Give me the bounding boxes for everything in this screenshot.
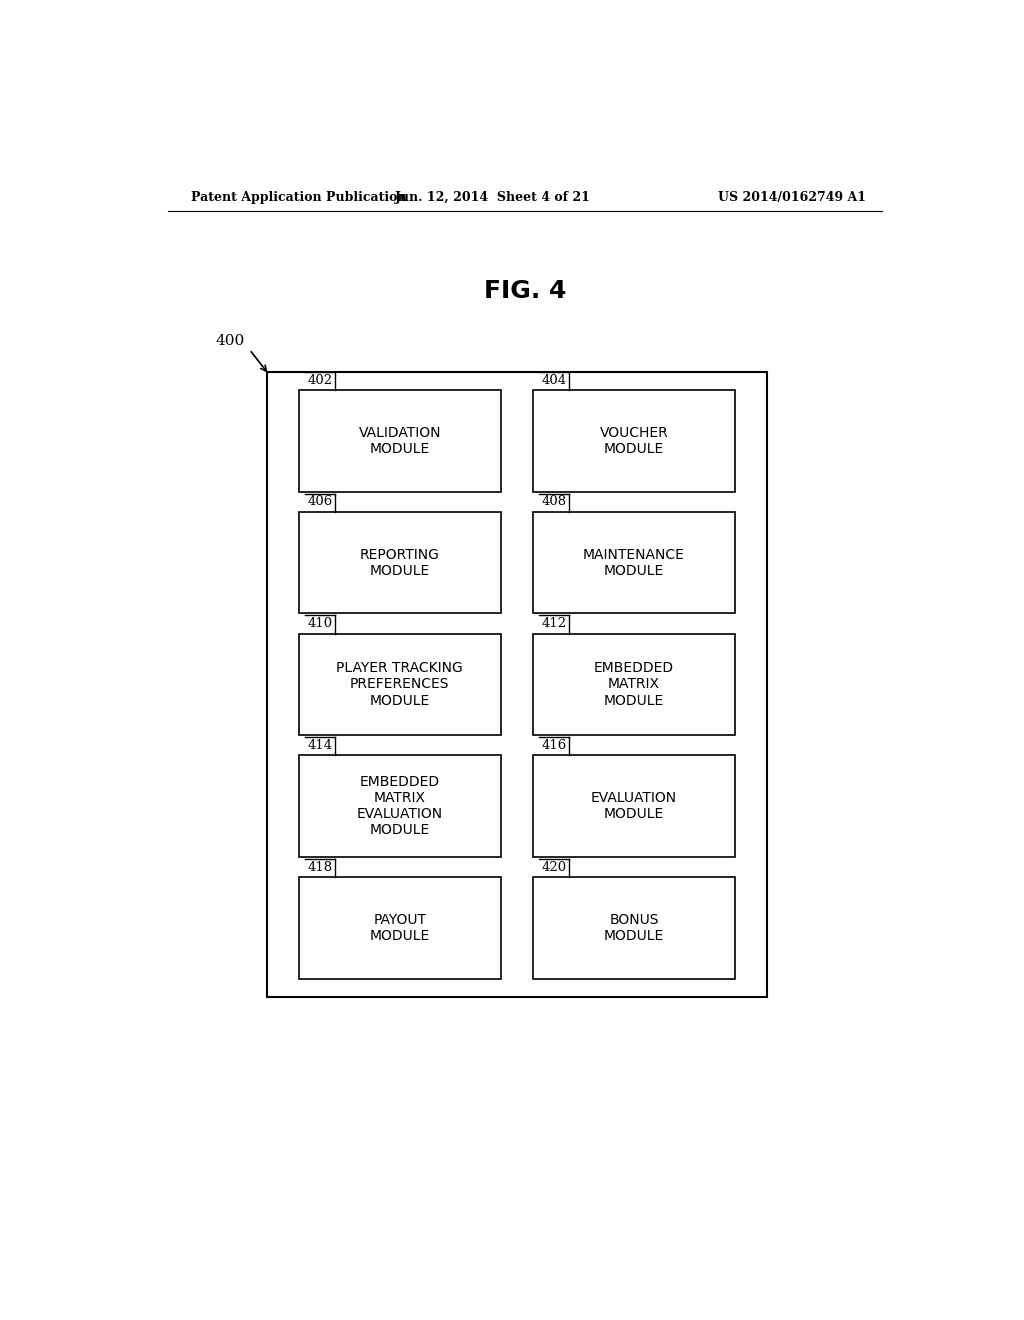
- Text: 404: 404: [542, 374, 566, 387]
- Bar: [299, 634, 501, 735]
- Text: VOUCHER
MODULE: VOUCHER MODULE: [599, 426, 669, 455]
- Bar: [299, 391, 501, 491]
- Text: 408: 408: [542, 495, 566, 508]
- Bar: [299, 755, 501, 857]
- Text: 412: 412: [542, 618, 566, 630]
- Bar: [299, 878, 501, 978]
- Bar: [532, 755, 735, 857]
- Text: BONUS
MODULE: BONUS MODULE: [604, 913, 664, 942]
- Text: 416: 416: [542, 739, 566, 752]
- Text: EMBEDDED
MATRIX
EVALUATION
MODULE: EMBEDDED MATRIX EVALUATION MODULE: [356, 775, 442, 837]
- Text: EMBEDDED
MATRIX
MODULE: EMBEDDED MATRIX MODULE: [594, 661, 674, 708]
- Text: Patent Application Publication: Patent Application Publication: [191, 190, 407, 203]
- Text: EVALUATION
MODULE: EVALUATION MODULE: [591, 791, 677, 821]
- Text: FIG. 4: FIG. 4: [483, 279, 566, 302]
- Text: PLAYER TRACKING
PREFERENCES
MODULE: PLAYER TRACKING PREFERENCES MODULE: [337, 661, 463, 708]
- Bar: [532, 634, 735, 735]
- Text: MAINTENANCE
MODULE: MAINTENANCE MODULE: [583, 548, 685, 578]
- Text: REPORTING
MODULE: REPORTING MODULE: [359, 548, 439, 578]
- Text: Jun. 12, 2014  Sheet 4 of 21: Jun. 12, 2014 Sheet 4 of 21: [395, 190, 591, 203]
- Bar: [532, 878, 735, 978]
- Bar: [299, 512, 501, 614]
- Bar: [532, 512, 735, 614]
- Text: US 2014/0162749 A1: US 2014/0162749 A1: [718, 190, 866, 203]
- Text: 402: 402: [307, 374, 333, 387]
- Text: 414: 414: [307, 739, 333, 752]
- Text: VALIDATION
MODULE: VALIDATION MODULE: [358, 426, 441, 455]
- Text: 400: 400: [215, 334, 245, 348]
- Bar: [267, 372, 767, 997]
- Text: 420: 420: [542, 861, 566, 874]
- Text: 410: 410: [307, 618, 333, 630]
- Text: PAYOUT
MODULE: PAYOUT MODULE: [370, 913, 430, 942]
- Text: 406: 406: [307, 495, 333, 508]
- Text: 418: 418: [307, 861, 333, 874]
- Bar: [532, 391, 735, 491]
